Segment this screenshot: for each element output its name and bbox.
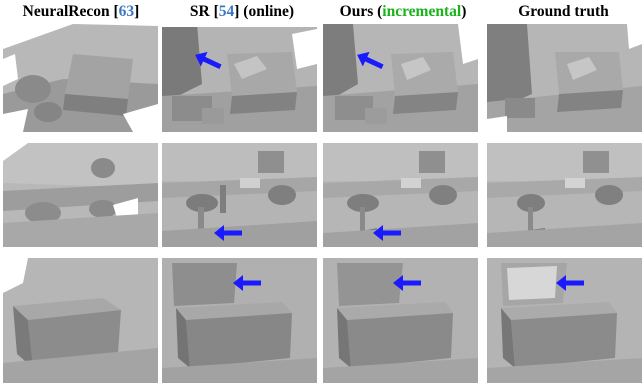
column-header-sr-online: SR [54] (online) — [189, 3, 295, 20]
render-office-neuralrecon — [3, 143, 158, 247]
render-cabinet-sr — [162, 258, 317, 383]
render-cabinet-ground-truth — [487, 258, 642, 383]
render-office-sr — [162, 143, 317, 247]
render-office-ours — [323, 143, 478, 247]
column-header-neuralrecon: NeuralRecon [63] — [22, 3, 140, 20]
render-bedroom-neuralrecon — [3, 24, 158, 132]
column-header-ground-truth: Ground truth — [518, 3, 609, 20]
render-bedroom-sr — [162, 24, 317, 132]
render-bedroom-ours — [323, 24, 478, 132]
render-cabinet-neuralrecon — [3, 258, 158, 383]
render-cabinet-ours — [323, 258, 478, 383]
column-header-ours-incremental: Ours (incremental) — [339, 3, 467, 20]
render-bedroom-ground-truth — [487, 24, 642, 132]
render-office-ground-truth — [487, 143, 642, 247]
